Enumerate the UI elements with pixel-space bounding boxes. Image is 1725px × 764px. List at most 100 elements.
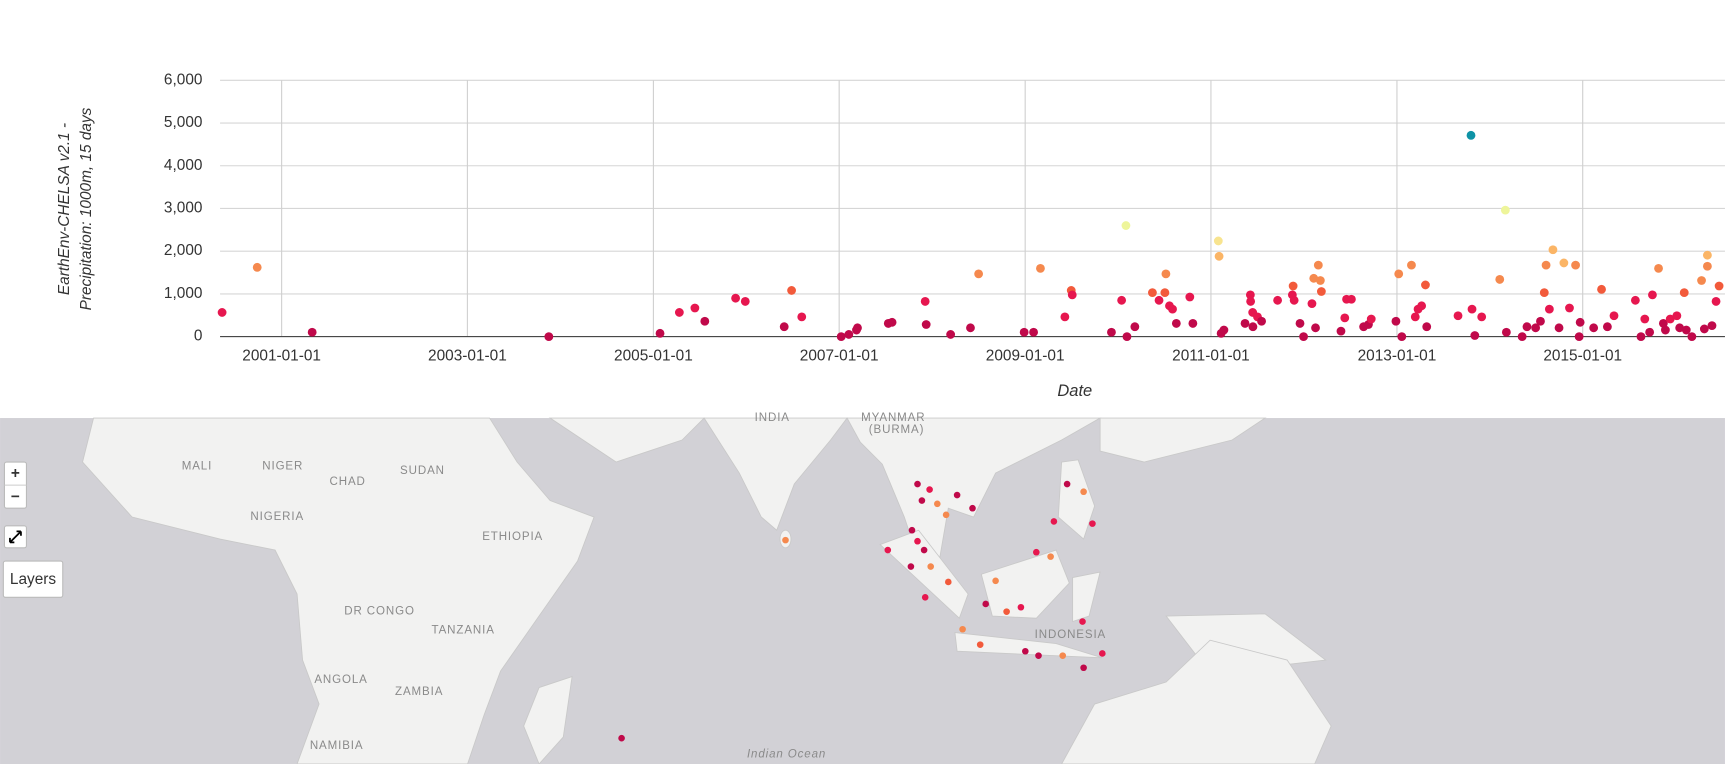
data-point bbox=[1295, 319, 1305, 328]
map-point bbox=[1080, 664, 1087, 672]
data-point bbox=[1121, 221, 1131, 230]
layers-button[interactable] bbox=[2, 560, 64, 598]
map-label: ETHIOPIA bbox=[482, 531, 543, 543]
data-point bbox=[1574, 332, 1584, 342]
map-point bbox=[969, 504, 976, 512]
data-point bbox=[797, 312, 807, 322]
data-point bbox=[1407, 260, 1416, 270]
data-point bbox=[1554, 323, 1564, 333]
data-point bbox=[307, 327, 317, 337]
fullscreen-button[interactable] bbox=[3, 525, 27, 549]
data-point bbox=[1336, 326, 1346, 336]
china-coast bbox=[1099, 417, 1267, 463]
zoom-out-button[interactable]: − bbox=[11, 488, 20, 505]
data-point bbox=[1536, 316, 1545, 326]
map-label: SUDAN bbox=[400, 465, 445, 477]
map-point bbox=[1099, 650, 1106, 657]
data-point bbox=[740, 297, 750, 306]
data-point bbox=[1697, 276, 1706, 285]
data-point bbox=[1130, 322, 1140, 332]
data-point bbox=[1679, 288, 1689, 298]
data-point bbox=[1565, 303, 1574, 313]
data-point bbox=[1575, 317, 1585, 327]
data-point bbox=[1658, 319, 1668, 328]
data-point bbox=[1681, 325, 1691, 335]
data-point bbox=[1366, 314, 1376, 324]
grid bbox=[220, 79, 1725, 338]
data-point bbox=[1122, 332, 1132, 342]
y-tick-label: 0 bbox=[194, 328, 203, 345]
map-label: CHAD bbox=[330, 476, 366, 488]
zoom-control: + − bbox=[3, 461, 27, 509]
x-tick-label: 2007-01-01 bbox=[800, 347, 879, 364]
data-point bbox=[252, 262, 262, 272]
data-point bbox=[1246, 297, 1256, 306]
data-point bbox=[1702, 250, 1712, 260]
data-point bbox=[1107, 327, 1116, 337]
data-point bbox=[1307, 299, 1317, 309]
map-point bbox=[914, 480, 921, 488]
data-point bbox=[217, 308, 227, 317]
data-point bbox=[1466, 130, 1476, 140]
data-point bbox=[1602, 322, 1612, 332]
data-point bbox=[1060, 312, 1070, 322]
data-point bbox=[1495, 275, 1505, 284]
borneo bbox=[980, 549, 1070, 619]
data-point bbox=[1470, 331, 1480, 340]
data-point bbox=[1311, 323, 1320, 333]
data-point bbox=[1707, 321, 1717, 331]
data-point bbox=[1036, 263, 1045, 273]
map-point bbox=[982, 600, 990, 608]
data-point bbox=[1397, 332, 1407, 342]
map-point bbox=[1063, 480, 1071, 488]
data-point bbox=[1168, 304, 1177, 314]
data-point bbox=[1421, 280, 1430, 290]
data-point bbox=[1029, 327, 1038, 337]
data-point bbox=[1636, 332, 1646, 342]
x-tick-label: 2009-01-01 bbox=[986, 347, 1065, 364]
zoom-in-button[interactable]: + bbox=[11, 465, 20, 482]
data-point bbox=[700, 316, 710, 326]
data-point bbox=[1019, 327, 1029, 337]
data-point bbox=[1067, 290, 1077, 300]
data-point bbox=[1394, 269, 1404, 279]
data-point bbox=[779, 322, 789, 332]
map-point bbox=[782, 536, 789, 544]
data-point bbox=[1477, 312, 1487, 322]
x-tick-label: 2003-01-01 bbox=[428, 347, 507, 364]
data-point bbox=[921, 320, 931, 329]
data-point bbox=[1531, 323, 1541, 333]
data-point bbox=[1161, 269, 1171, 279]
data-point bbox=[974, 269, 984, 279]
x-tick-label: 2005-01-01 bbox=[614, 347, 693, 364]
data-point bbox=[1548, 245, 1558, 255]
india bbox=[703, 417, 848, 531]
data-point bbox=[1117, 295, 1127, 305]
data-point bbox=[1648, 290, 1657, 300]
data-point bbox=[1630, 295, 1640, 305]
map-point bbox=[942, 511, 950, 519]
data-point bbox=[1410, 312, 1420, 322]
y-tick-label: 5,000 bbox=[164, 114, 203, 131]
map-point bbox=[1080, 488, 1087, 496]
y-tick-label: 3,000 bbox=[164, 200, 203, 217]
data-point bbox=[1501, 327, 1511, 337]
x-axis-title: Date bbox=[1057, 382, 1092, 400]
arabia bbox=[548, 417, 706, 463]
map-point bbox=[1050, 518, 1058, 525]
data-point bbox=[1544, 304, 1554, 314]
fullscreen-icon bbox=[9, 530, 22, 544]
data-point bbox=[1559, 258, 1569, 268]
data-point bbox=[1699, 324, 1709, 334]
map-point bbox=[918, 497, 926, 504]
map-point bbox=[920, 546, 928, 554]
data-point bbox=[1313, 260, 1323, 270]
data-point bbox=[1645, 327, 1655, 337]
data-point bbox=[1315, 276, 1325, 285]
data-point bbox=[1257, 316, 1266, 326]
map-point bbox=[921, 594, 929, 601]
layers-label: Layers bbox=[10, 571, 56, 588]
map-point bbox=[1033, 548, 1040, 556]
data-point bbox=[1672, 311, 1682, 321]
y-tick-label: 4,000 bbox=[164, 157, 203, 174]
